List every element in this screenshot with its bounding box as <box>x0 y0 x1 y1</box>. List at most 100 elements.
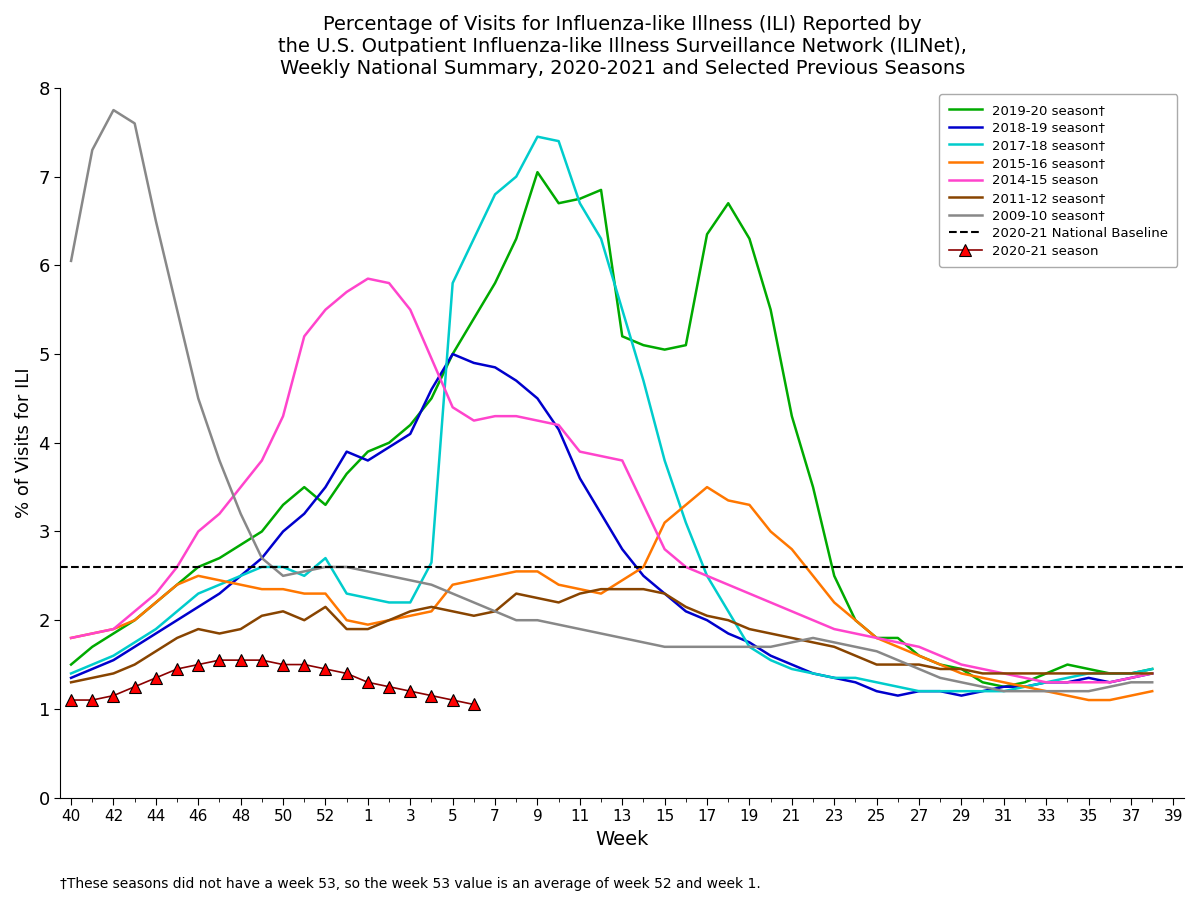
2019-20 season† <box>785 410 799 421</box>
2014-15 season <box>64 633 78 643</box>
2018-19 season† <box>467 357 481 368</box>
2020-21 National Baseline <box>85 562 100 572</box>
2020-21 season <box>403 686 418 697</box>
X-axis label: Week: Week <box>595 830 649 849</box>
2011-12 season† <box>785 633 799 643</box>
2014-15 season <box>594 451 608 462</box>
2019-20 season† <box>997 681 1012 692</box>
Line: 2018-19 season†: 2018-19 season† <box>71 354 1152 696</box>
2020-21 season <box>298 659 312 670</box>
2019-20 season† <box>149 597 163 608</box>
2017-18 season† <box>785 663 799 674</box>
Title: Percentage of Visits for Influenza-like Illness (ILI) Reported by
the U.S. Outpa: Percentage of Visits for Influenza-like … <box>278 15 967 78</box>
2018-19 season† <box>149 628 163 639</box>
2009-10 season† <box>107 104 121 115</box>
Line: 2009-10 season†: 2009-10 season† <box>71 110 1152 691</box>
2011-12 season† <box>1145 668 1159 679</box>
2020-21 season <box>170 663 185 674</box>
2017-18 season† <box>912 686 926 697</box>
2015-16 season† <box>64 633 78 643</box>
2009-10 season† <box>743 642 757 652</box>
2015-16 season† <box>743 500 757 510</box>
2018-19 season† <box>445 348 460 359</box>
2014-15 season <box>1039 677 1054 688</box>
Text: †These seasons did not have a week 53, so the week 53 value is an average of wee: †These seasons did not have a week 53, s… <box>60 877 761 891</box>
2017-18 season† <box>658 455 672 466</box>
2009-10 season† <box>170 304 185 315</box>
2017-18 season† <box>149 624 163 634</box>
2019-20 season† <box>743 233 757 244</box>
Line: 2011-12 season†: 2011-12 season† <box>71 590 1152 682</box>
2020-21 season <box>107 690 121 701</box>
2011-12 season† <box>1081 668 1096 679</box>
2015-16 season† <box>700 482 714 492</box>
2014-15 season <box>149 589 163 599</box>
2019-20 season† <box>445 348 460 359</box>
Legend: 2019-20 season†, 2018-19 season†, 2017-18 season†, 2015-16 season†, 2014-15 seas: 2019-20 season†, 2018-19 season†, 2017-1… <box>940 94 1177 267</box>
2017-18 season† <box>530 131 545 142</box>
2019-20 season† <box>64 659 78 670</box>
Y-axis label: % of Visits for ILI: % of Visits for ILI <box>14 367 32 518</box>
2020-21 season <box>64 695 78 706</box>
2018-19 season† <box>743 637 757 648</box>
2020-21 season <box>191 659 205 670</box>
2017-18 season† <box>64 668 78 679</box>
2020-21 season <box>254 654 269 665</box>
2014-15 season <box>785 606 799 616</box>
2015-16 season† <box>572 584 587 595</box>
2018-19 season† <box>594 508 608 519</box>
2014-15 season <box>743 589 757 599</box>
2018-19 season† <box>64 672 78 683</box>
2015-16 season† <box>636 562 650 572</box>
2014-15 season <box>1145 668 1159 679</box>
2009-10 season† <box>1145 677 1159 688</box>
2009-10 season† <box>997 686 1012 697</box>
2015-16 season† <box>1081 695 1096 706</box>
2009-10 season† <box>64 256 78 266</box>
2020-21 season <box>127 681 142 692</box>
2019-20 season† <box>658 344 672 355</box>
2011-12 season† <box>594 584 608 595</box>
2017-18 season† <box>445 278 460 289</box>
2018-19 season† <box>1145 668 1159 679</box>
2020-21 National Baseline <box>64 562 78 572</box>
2015-16 season† <box>785 544 799 554</box>
2020-21 season <box>234 654 248 665</box>
2020-21 season <box>425 690 439 701</box>
Line: 2020-21 season: 2020-21 season <box>65 654 480 711</box>
2020-21 season <box>361 677 376 688</box>
2009-10 season† <box>658 642 672 652</box>
2009-10 season† <box>467 597 481 608</box>
2020-21 season <box>318 663 332 674</box>
Line: 2017-18 season†: 2017-18 season† <box>71 137 1152 691</box>
2020-21 season <box>340 668 354 679</box>
2017-18 season† <box>594 233 608 244</box>
2014-15 season <box>361 274 376 284</box>
2020-21 season <box>467 699 481 710</box>
2017-18 season† <box>743 642 757 652</box>
2011-12 season† <box>64 677 78 688</box>
2015-16 season† <box>445 580 460 590</box>
2020-21 season <box>382 681 396 692</box>
2011-12 season† <box>445 606 460 616</box>
2018-19 season† <box>785 659 799 670</box>
Line: 2015-16 season†: 2015-16 season† <box>71 487 1152 700</box>
2011-12 season† <box>743 624 757 634</box>
2019-20 season† <box>1145 663 1159 674</box>
2015-16 season† <box>1145 686 1159 697</box>
2019-20 season† <box>594 184 608 195</box>
2014-15 season <box>658 544 672 554</box>
2009-10 season† <box>594 628 608 639</box>
2020-21 season <box>149 672 163 683</box>
2019-20 season† <box>530 166 545 177</box>
2020-21 season <box>445 695 460 706</box>
2017-18 season† <box>1145 663 1159 674</box>
Line: 2019-20 season†: 2019-20 season† <box>71 172 1152 687</box>
2020-21 season <box>85 695 100 706</box>
2020-21 season <box>212 654 227 665</box>
2011-12 season† <box>149 646 163 657</box>
2014-15 season <box>467 415 481 426</box>
Line: 2014-15 season: 2014-15 season <box>71 279 1152 682</box>
2018-19 season† <box>890 690 905 701</box>
2015-16 season† <box>149 597 163 608</box>
